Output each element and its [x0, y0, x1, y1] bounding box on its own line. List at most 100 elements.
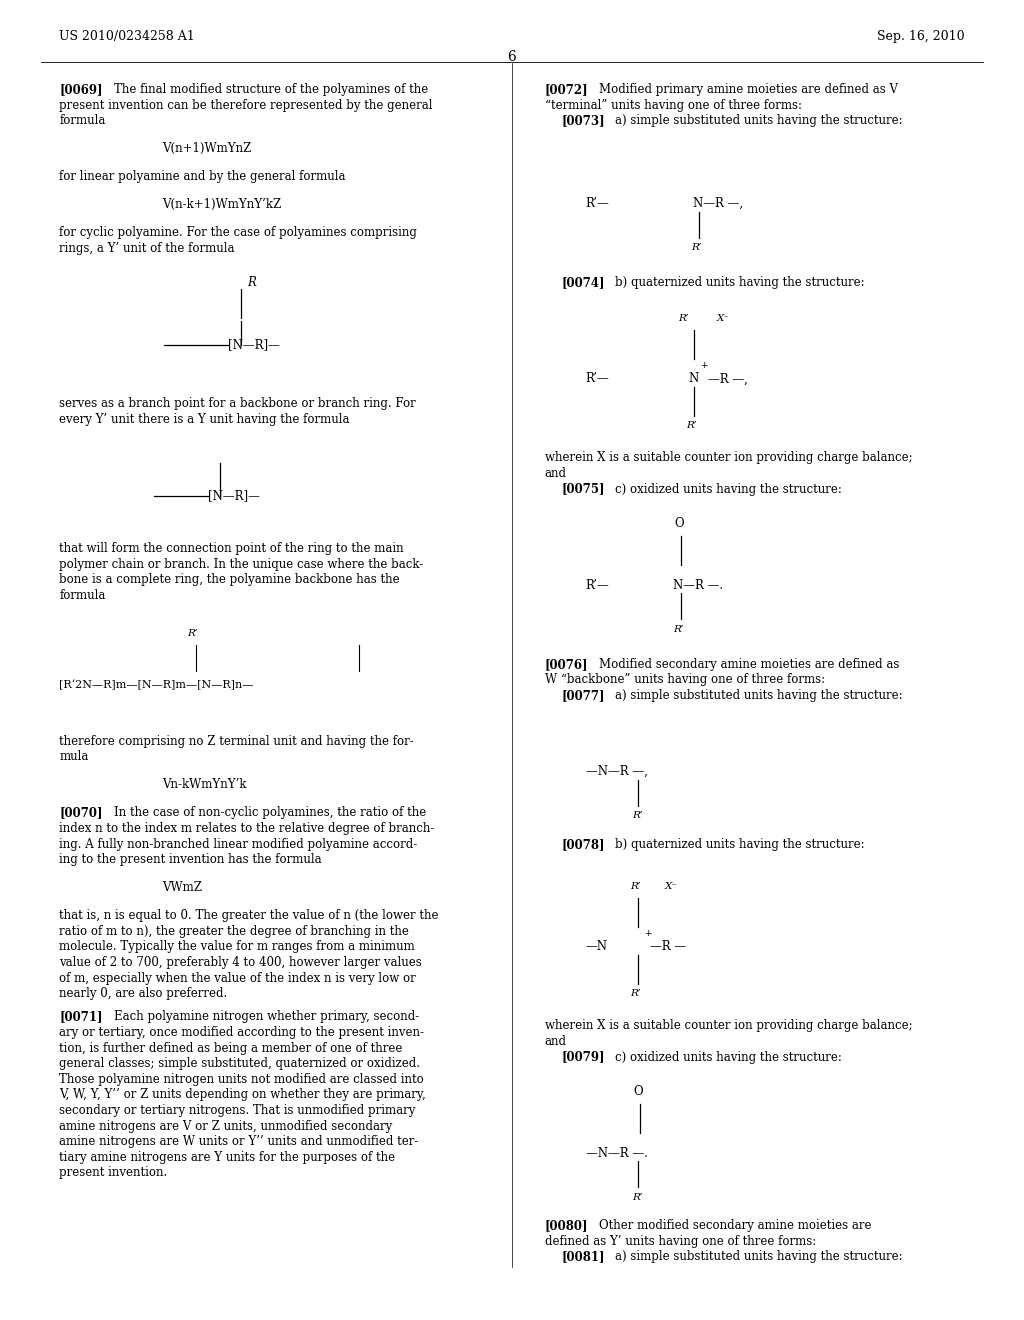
Text: R’—: R’—: [586, 197, 609, 210]
Text: [0080]: [0080]: [545, 1220, 588, 1232]
Text: [0078]: [0078]: [561, 838, 604, 850]
Text: for cyclic polyamine. For the case of polyamines comprising: for cyclic polyamine. For the case of po…: [59, 227, 417, 239]
Text: N: N: [688, 372, 698, 385]
Text: R’: R’: [632, 1193, 642, 1201]
Text: R’: R’: [630, 882, 640, 891]
Text: O: O: [675, 516, 684, 529]
Text: for linear polyamine and by the general formula: for linear polyamine and by the general …: [59, 170, 346, 183]
Text: every Y’ unit there is a Y unit having the formula: every Y’ unit there is a Y unit having t…: [59, 413, 350, 426]
Text: —N—R —.: —N—R —.: [586, 1147, 647, 1160]
Text: polymer chain or branch. In the unique case where the back-: polymer chain or branch. In the unique c…: [59, 557, 424, 570]
Text: [0070]: [0070]: [59, 807, 102, 820]
Text: R: R: [247, 276, 256, 289]
Text: defined as Y’ units having one of three forms:: defined as Y’ units having one of three …: [545, 1234, 816, 1247]
Text: [N—R]—: [N—R]—: [208, 490, 260, 502]
Text: [0075]: [0075]: [561, 483, 604, 495]
Text: present invention can be therefore represented by the general: present invention can be therefore repre…: [59, 99, 433, 112]
Text: R’: R’: [691, 243, 701, 252]
Text: that is, n is equal to 0. The greater the value of n (the lower the: that is, n is equal to 0. The greater th…: [59, 909, 439, 923]
Text: wherein X is a suitable counter ion providing charge balance;: wherein X is a suitable counter ion prov…: [545, 1019, 912, 1032]
Text: [N—R]—: [N—R]—: [228, 338, 281, 351]
Text: X⁻: X⁻: [665, 882, 678, 891]
Text: ing. A fully non-branched linear modified polyamine accord-: ing. A fully non-branched linear modifie…: [59, 838, 418, 850]
Text: formula: formula: [59, 115, 105, 127]
Text: [0072]: [0072]: [545, 83, 589, 96]
Text: value of 2 to 700, preferably 4 to 400, however larger values: value of 2 to 700, preferably 4 to 400, …: [59, 956, 422, 969]
Text: molecule. Typically the value for m ranges from a minimum: molecule. Typically the value for m rang…: [59, 940, 415, 953]
Text: R’: R’: [673, 624, 683, 634]
Text: and: and: [545, 1035, 566, 1048]
Text: X⁻: X⁻: [717, 314, 730, 323]
Text: [0081]: [0081]: [561, 1250, 604, 1263]
Text: nearly 0, are also preferred.: nearly 0, are also preferred.: [59, 987, 227, 1001]
Text: a) simple substituted units having the structure:: a) simple substituted units having the s…: [615, 1250, 903, 1263]
Text: present invention.: present invention.: [59, 1167, 168, 1179]
Text: therefore comprising no Z terminal unit and having the for-: therefore comprising no Z terminal unit …: [59, 735, 414, 748]
Text: c) oxidized units having the structure:: c) oxidized units having the structure:: [615, 1051, 843, 1064]
Text: [R‘2N—R]m—[N—R]m—[N—R]n—: [R‘2N—R]m—[N—R]m—[N—R]n—: [59, 680, 254, 690]
Text: bone is a complete ring, the polyamine backbone has the: bone is a complete ring, the polyamine b…: [59, 573, 400, 586]
Text: a) simple substituted units having the structure:: a) simple substituted units having the s…: [615, 689, 903, 702]
Text: [0069]: [0069]: [59, 83, 102, 96]
Text: formula: formula: [59, 589, 105, 602]
Text: [0079]: [0079]: [561, 1051, 604, 1064]
Text: a) simple substituted units having the structure:: a) simple substituted units having the s…: [615, 115, 903, 127]
Text: —R —,: —R —,: [708, 372, 748, 385]
Text: b) quaternized units having the structure:: b) quaternized units having the structur…: [615, 276, 865, 289]
Text: +: +: [644, 929, 651, 939]
Text: Vn-kWmYnY’k: Vn-kWmYnY’k: [162, 779, 247, 792]
Text: mula: mula: [59, 750, 89, 763]
Text: V, W, Y, Y’’ or Z units depending on whether they are primary,: V, W, Y, Y’’ or Z units depending on whe…: [59, 1089, 426, 1101]
Text: R’: R’: [630, 989, 640, 998]
Text: serves as a branch point for a backbone or branch ring. For: serves as a branch point for a backbone …: [59, 397, 416, 411]
Text: R’: R’: [632, 812, 642, 820]
Text: of m, especially when the value of the index n is very low or: of m, especially when the value of the i…: [59, 972, 416, 985]
Text: amine nitrogens are V or Z units, unmodified secondary: amine nitrogens are V or Z units, unmodi…: [59, 1119, 392, 1133]
Text: O: O: [634, 1085, 643, 1098]
Text: ing to the present invention has the formula: ing to the present invention has the for…: [59, 853, 322, 866]
Text: [0077]: [0077]: [561, 689, 604, 702]
Text: R’: R’: [686, 421, 696, 430]
Text: W “backbone” units having one of three forms:: W “backbone” units having one of three f…: [545, 673, 825, 686]
Text: ary or tertiary, once modified according to the present inven-: ary or tertiary, once modified according…: [59, 1026, 424, 1039]
Text: R’: R’: [678, 314, 688, 323]
Text: N—R —,: N—R —,: [693, 197, 743, 210]
Text: that will form the connection point of the ring to the main: that will form the connection point of t…: [59, 543, 404, 554]
Text: —N—R —,: —N—R —,: [586, 766, 647, 779]
Text: Modified secondary amine moieties are defined as: Modified secondary amine moieties are de…: [599, 657, 899, 671]
Text: Modified primary amine moieties are defined as V: Modified primary amine moieties are defi…: [599, 83, 898, 96]
Text: ratio of m to n), the greater the degree of branching in the: ratio of m to n), the greater the degree…: [59, 925, 410, 937]
Text: general classes; simple substituted, quaternized or oxidized.: general classes; simple substituted, qua…: [59, 1057, 421, 1071]
Text: Other modified secondary amine moieties are: Other modified secondary amine moieties …: [599, 1220, 871, 1232]
Text: wherein X is a suitable counter ion providing charge balance;: wherein X is a suitable counter ion prov…: [545, 451, 912, 465]
Text: In the case of non-cyclic polyamines, the ratio of the: In the case of non-cyclic polyamines, th…: [114, 807, 426, 820]
Text: —R —: —R —: [650, 940, 686, 953]
Text: 6: 6: [508, 50, 516, 65]
Text: US 2010/0234258 A1: US 2010/0234258 A1: [59, 30, 196, 44]
Text: “terminal” units having one of three forms:: “terminal” units having one of three for…: [545, 99, 802, 112]
Text: and: and: [545, 467, 566, 480]
Text: index n to the index m relates to the relative degree of branch-: index n to the index m relates to the re…: [59, 822, 435, 836]
Text: R’: R’: [187, 630, 198, 639]
Text: N—R —.: N—R —.: [673, 578, 723, 591]
Text: [0074]: [0074]: [561, 276, 604, 289]
Text: tion, is further defined as being a member of one of three: tion, is further defined as being a memb…: [59, 1041, 402, 1055]
Text: —N: —N: [586, 940, 607, 953]
Text: R’—: R’—: [586, 372, 609, 385]
Text: V(n-k+1)WmYnY’kZ: V(n-k+1)WmYnY’kZ: [162, 198, 281, 211]
Text: [0071]: [0071]: [59, 1011, 102, 1023]
Text: Each polyamine nitrogen whether primary, second-: Each polyamine nitrogen whether primary,…: [114, 1011, 419, 1023]
Text: secondary or tertiary nitrogens. That is unmodified primary: secondary or tertiary nitrogens. That is…: [59, 1104, 416, 1117]
Text: b) quaternized units having the structure:: b) quaternized units having the structur…: [615, 838, 865, 850]
Text: The final modified structure of the polyamines of the: The final modified structure of the poly…: [114, 83, 428, 96]
Text: c) oxidized units having the structure:: c) oxidized units having the structure:: [615, 483, 843, 495]
Text: tiary amine nitrogens are Y units for the purposes of the: tiary amine nitrogens are Y units for th…: [59, 1151, 395, 1164]
Text: VWmZ: VWmZ: [162, 882, 202, 894]
Text: [0076]: [0076]: [545, 657, 588, 671]
Text: [0073]: [0073]: [561, 115, 605, 127]
Text: R’—: R’—: [586, 578, 609, 591]
Text: V(n+1)WmYnZ: V(n+1)WmYnZ: [162, 143, 251, 156]
Text: Sep. 16, 2010: Sep. 16, 2010: [877, 30, 965, 44]
Text: amine nitrogens are W units or Y’’ units and unmodified ter-: amine nitrogens are W units or Y’’ units…: [59, 1135, 419, 1148]
Text: +: +: [700, 362, 708, 370]
